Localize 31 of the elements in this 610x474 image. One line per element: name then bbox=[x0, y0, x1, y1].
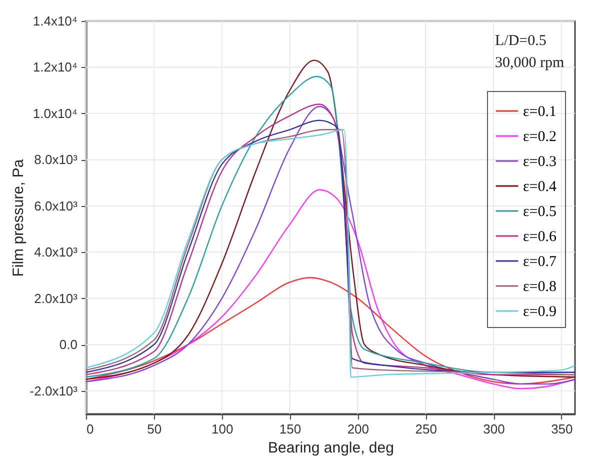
y-tick-label: 1.0x10⁴ bbox=[32, 106, 78, 121]
x-tick-label: 200 bbox=[347, 422, 370, 436]
x-tick-label: 150 bbox=[279, 422, 302, 436]
y-tick-label: 8.0x10³ bbox=[34, 152, 78, 168]
legend-label: ε=0.3 bbox=[523, 154, 557, 170]
legend-label: ε=0.1 bbox=[523, 104, 557, 120]
x-tick-label: 50 bbox=[147, 422, 162, 436]
y-tick-label: -2.0x10³ bbox=[30, 383, 78, 398]
y-axis-title: Film pressure, Pa bbox=[10, 158, 27, 277]
legend-label: ε=0.7 bbox=[523, 254, 558, 270]
legend-label: ε=0.8 bbox=[523, 279, 557, 295]
legend-label: ε=0.6 bbox=[523, 229, 558, 245]
legend-label: ε=0.2 bbox=[523, 129, 557, 145]
x-axis-title: Bearing angle, deg bbox=[268, 440, 394, 456]
x-tick-label: 350 bbox=[551, 422, 573, 436]
x-tick-label: 0 bbox=[86, 422, 94, 436]
line-series bbox=[86, 277, 575, 385]
legend-label: ε=0.9 bbox=[523, 304, 557, 320]
annotation: 30,000 rpm bbox=[495, 55, 564, 71]
y-tick-label: 1.2x10⁴ bbox=[32, 60, 78, 75]
y-tick-label: 0.0 bbox=[59, 337, 78, 352]
legend-label: ε=0.5 bbox=[523, 204, 557, 220]
y-tick-label: 2.0x10³ bbox=[34, 290, 78, 306]
x-tick-label: 300 bbox=[483, 422, 505, 436]
x-tick-label: 100 bbox=[211, 422, 234, 436]
y-tick-label: 4.0x10³ bbox=[34, 244, 78, 260]
y-tick-label: 6.0x10³ bbox=[34, 198, 78, 214]
y-tick-label: 1.4x10⁴ bbox=[32, 14, 78, 28]
x-tick-label: 250 bbox=[415, 422, 437, 436]
annotation: L/D=0.5 bbox=[495, 33, 546, 49]
legend-label: ε=0.4 bbox=[523, 179, 558, 195]
